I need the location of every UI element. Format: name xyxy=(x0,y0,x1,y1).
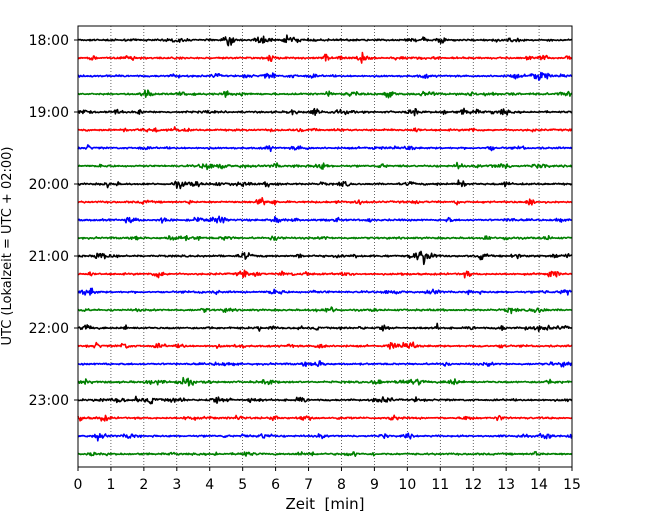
x-tick-label-1: 1 xyxy=(106,477,115,493)
trace-2100 xyxy=(77,250,573,266)
trace-1815 xyxy=(77,51,573,64)
x-axis: 0 1 2 3 4 5 6 7 8 9 10 11 12 13 14 15 xyxy=(74,467,581,493)
trace-2345 xyxy=(77,451,573,457)
x-tick-label-7: 7 xyxy=(304,477,313,493)
x-tick-label-8: 8 xyxy=(337,477,346,493)
y-axis: 18:00 19:00 20:00 21:00 22:00 23:00 xyxy=(29,33,78,409)
y-tick-label-1900: 19:00 xyxy=(29,105,69,121)
x-tick-label-13: 13 xyxy=(497,477,515,493)
trace-2000 xyxy=(77,179,573,190)
y-tick-label-2300: 23:00 xyxy=(29,393,69,409)
x-tick-label-0: 0 xyxy=(74,477,83,493)
trace-1930 xyxy=(77,144,573,153)
trace-2045 xyxy=(77,235,573,242)
x-tick-label-12: 12 xyxy=(464,477,482,493)
x-tick-label-3: 3 xyxy=(172,477,181,493)
trace-2300 xyxy=(77,395,573,405)
trace-1800 xyxy=(77,34,573,47)
trace-1945 xyxy=(77,161,573,171)
y-tick-label-2000: 20:00 xyxy=(29,177,69,193)
y-tick-label-2100: 21:00 xyxy=(29,249,69,265)
y-tick-label-2200: 22:00 xyxy=(29,321,69,337)
trace-2015 xyxy=(77,197,573,206)
trace-2330 xyxy=(77,432,573,442)
trace-2115 xyxy=(77,269,573,279)
plot-frame xyxy=(77,25,573,468)
trace-2030 xyxy=(77,215,573,224)
trace-2215 xyxy=(77,341,573,350)
x-tick-label-14: 14 xyxy=(530,477,548,493)
trace-2315 xyxy=(77,414,573,422)
x-tick-label-9: 9 xyxy=(370,477,379,493)
trace-1830 xyxy=(77,71,573,81)
trace-2200 xyxy=(77,322,573,333)
trace-2130 xyxy=(77,287,573,296)
y-tick-label-1800: 18:00 xyxy=(29,33,69,49)
trace-2230 xyxy=(77,360,573,368)
trace-1915 xyxy=(77,126,573,133)
x-tick-label-11: 11 xyxy=(431,477,449,493)
x-tick-label-10: 10 xyxy=(398,477,416,493)
y-axis-label: UTC (Lokalzeit = UTC + 02:00) xyxy=(0,147,15,346)
trace-layer xyxy=(77,34,573,457)
trace-1845 xyxy=(77,89,573,99)
x-tick-label-5: 5 xyxy=(238,477,247,493)
x-tick-label-4: 4 xyxy=(205,477,214,493)
x-tick-label-6: 6 xyxy=(271,477,280,493)
x-axis-label: Zeit [min] xyxy=(285,495,364,513)
x-tick-label-15: 15 xyxy=(563,477,581,493)
x-tick-label-2: 2 xyxy=(139,477,148,493)
trace-2145 xyxy=(77,306,573,315)
trace-1900 xyxy=(77,107,573,117)
trace-2245 xyxy=(77,376,573,387)
